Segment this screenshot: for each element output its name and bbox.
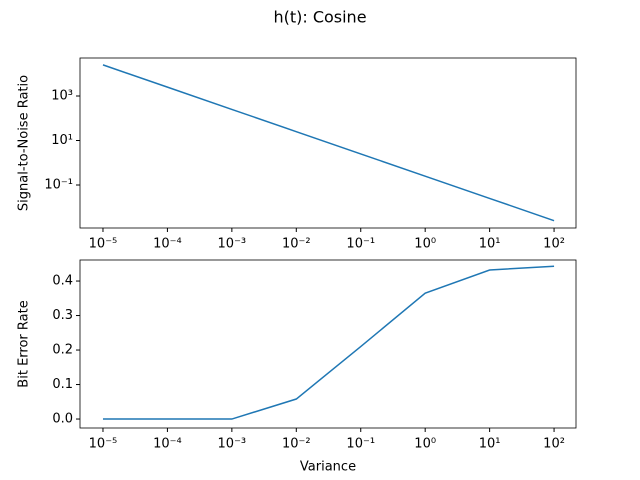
x-tick-label: 10⁻³	[218, 437, 247, 452]
x-tick-label: 10²	[543, 437, 565, 452]
y-tick-label: 10¹	[51, 133, 73, 148]
x-tick-label: 10⁻²	[282, 237, 311, 252]
x-tick-label: 10⁻⁴	[153, 237, 182, 252]
y-tick-label: 0.1	[52, 377, 73, 392]
x-tick-label: 10²	[543, 237, 565, 252]
x-tick-label: 10¹	[479, 237, 501, 252]
x-tick-label: 10⁰	[414, 237, 436, 252]
x-tick-label: 10⁻¹	[346, 237, 375, 252]
x-tick-label: 10⁻²	[282, 437, 311, 452]
x-tick-label: 10⁻¹	[346, 437, 375, 452]
axes-frame	[79, 259, 577, 429]
figure-title: h(t): Cosine	[273, 8, 366, 27]
series-line	[102, 64, 555, 222]
y-axis-label: Bit Error Rate	[17, 300, 32, 387]
x-tick-label: 10⁻³	[218, 237, 247, 252]
axes-frame	[79, 57, 577, 229]
y-tick-label: 10³	[51, 88, 73, 103]
y-axis-label: Signal-to-Noise Ratio	[17, 75, 32, 211]
x-tick-label: 10⁻⁴	[153, 437, 182, 452]
y-tick-label: 0.2	[52, 343, 73, 358]
x-tick-label: 10⁻⁵	[89, 437, 118, 452]
y-tick-label: 0.0	[52, 412, 73, 427]
x-tick-label: 10⁻⁵	[89, 237, 118, 252]
series-line	[102, 265, 555, 420]
x-axis-label: Variance	[300, 460, 356, 475]
y-tick-label: 10⁻¹	[44, 178, 73, 193]
x-tick-label: 10¹	[479, 437, 501, 452]
x-tick-label: 10⁰	[414, 437, 436, 452]
y-tick-label: 0.4	[52, 274, 73, 289]
y-tick-label: 0.3	[52, 308, 73, 323]
